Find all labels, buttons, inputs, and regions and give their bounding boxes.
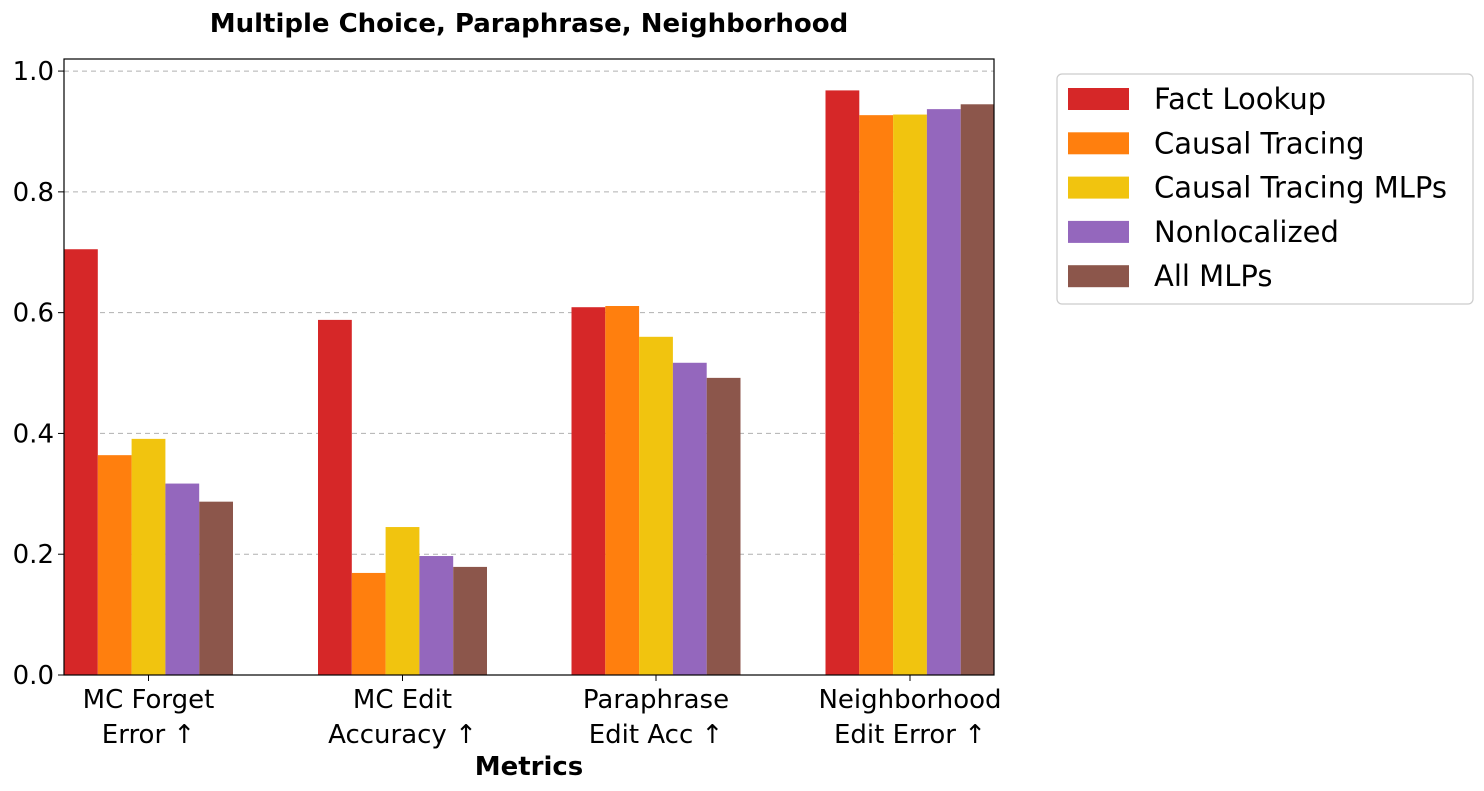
chart-title: Multiple Choice, Paraphrase, Neighborhoo… xyxy=(210,9,849,39)
bar xyxy=(825,90,860,675)
bar xyxy=(199,501,233,675)
bar xyxy=(131,438,166,675)
bar xyxy=(926,109,961,675)
bar xyxy=(64,249,98,676)
legend-label: Nonlocalized xyxy=(1154,215,1339,249)
legend-label: Causal Tracing xyxy=(1154,126,1365,160)
bar xyxy=(960,104,995,676)
legend-swatch xyxy=(1068,132,1129,155)
x-tick-label: Edit Error ↑ xyxy=(834,720,986,750)
bar xyxy=(706,377,741,675)
bar xyxy=(639,336,673,675)
x-tick-label: Accuracy ↑ xyxy=(328,720,477,750)
legend-swatch xyxy=(1068,220,1129,243)
bar xyxy=(859,115,894,675)
y-tick-label: 0.4 xyxy=(13,419,54,449)
x-tick-label: Paraphrase xyxy=(583,685,729,715)
y-tick-label: 0.0 xyxy=(13,661,54,691)
legend-label: All MLPs xyxy=(1154,259,1272,293)
x-axis-label: Metrics xyxy=(475,752,584,782)
x-axis-ticks: MC Forget Error ↑ MC Edit Accuracy ↑ Paraphr… xyxy=(83,675,1002,750)
x-tick-label: MC Forget xyxy=(83,685,215,715)
bar xyxy=(672,362,707,675)
x-tick-label: MC Edit xyxy=(353,685,452,715)
legend-box xyxy=(1056,73,1474,305)
legend-label: Causal Tracing MLPs xyxy=(1154,171,1447,205)
bar xyxy=(318,319,352,675)
bar xyxy=(385,527,420,675)
bar xyxy=(605,306,640,675)
bars xyxy=(64,90,995,676)
bar xyxy=(351,572,386,675)
y-tick-label: 1.0 xyxy=(13,57,54,87)
y-tick-label: 0.2 xyxy=(13,540,54,570)
x-tick-label: Neighborhood xyxy=(818,685,1001,715)
bar xyxy=(893,114,927,675)
y-axis-ticks: 0.0 0.2 0.4 0.6 0.8 1.0 xyxy=(13,57,64,691)
legend-swatch xyxy=(1068,265,1129,288)
bar xyxy=(419,556,454,675)
legend-label: Fact Lookup xyxy=(1154,82,1326,116)
bar xyxy=(453,566,487,675)
bar xyxy=(165,483,200,675)
bar xyxy=(97,455,132,675)
legend-swatch xyxy=(1068,88,1129,110)
legend-swatch xyxy=(1068,176,1129,199)
y-tick-label: 0.6 xyxy=(13,299,54,329)
bar xyxy=(571,307,606,675)
plot-frame xyxy=(63,58,995,676)
legend: Fact Lookup Causal Tracing Causal Tracing … xyxy=(1056,73,1474,305)
x-tick-label: Edit Acc ↑ xyxy=(589,720,724,750)
x-tick-label: Error ↑ xyxy=(102,720,195,750)
y-tick-label: 0.8 xyxy=(13,178,54,208)
